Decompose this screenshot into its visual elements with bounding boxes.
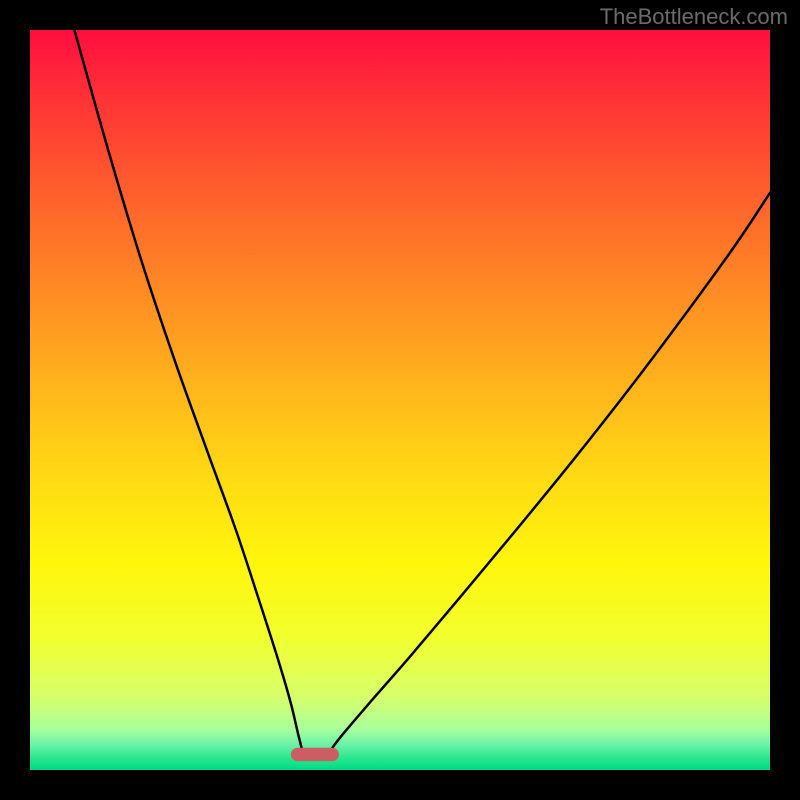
plot-background: [30, 30, 770, 770]
chart-container: { "watermark": { "text": "TheBottleneck.…: [0, 0, 800, 800]
cusp-marker: [291, 748, 339, 761]
bottleneck-chart-svg: [0, 0, 800, 800]
watermark-text: TheBottleneck.com: [600, 4, 788, 30]
